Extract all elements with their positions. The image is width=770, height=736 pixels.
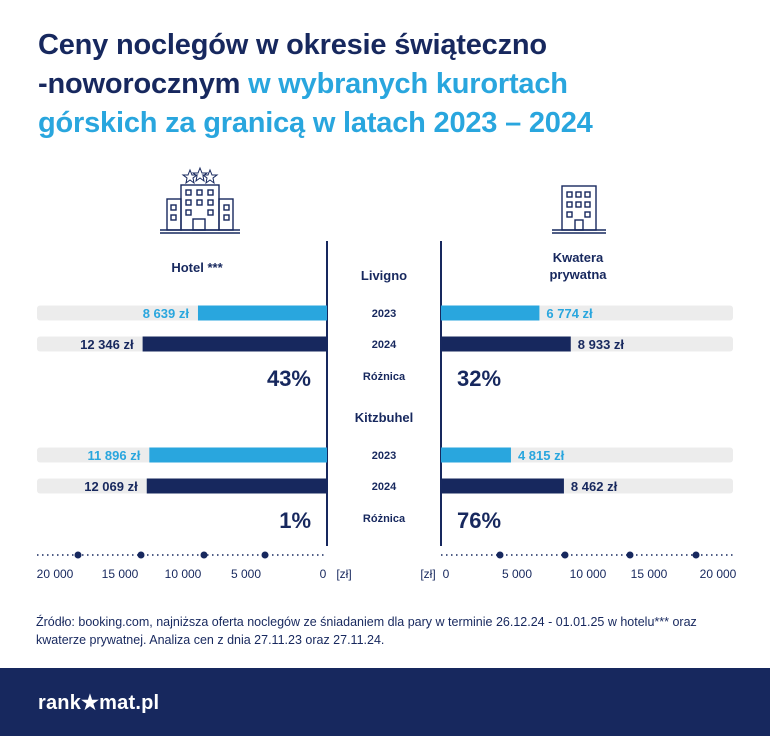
axis-left-tick-label: 15 000 xyxy=(102,567,139,581)
title-part-4: górskich za granicą w latach 2023 – 2024 xyxy=(38,107,593,139)
axis-right-unit: [zł] xyxy=(420,567,435,581)
kwatera-diff-kitzbuhel: 76% xyxy=(457,508,501,533)
axis-left-tick-label: 5 000 xyxy=(231,567,261,581)
group-name-kitzbuhel: Kitzbuhel xyxy=(355,410,414,425)
axis-tick-dot xyxy=(561,551,569,559)
hotel-diff-kitzbuhel: 1% xyxy=(279,508,311,533)
chart-title: Ceny noclegów w okresie świąteczno -nowo… xyxy=(38,26,738,143)
axis-tick-dot xyxy=(496,551,504,559)
apartment-building-icon xyxy=(552,185,606,234)
axis-tick-dot xyxy=(74,551,82,559)
bar-kwatera-2024 xyxy=(441,478,564,494)
left-header: Hotel *** xyxy=(171,260,223,275)
axis-left-tick-label: 0 xyxy=(320,567,327,581)
label-kwatera-2024: 8 933 zł xyxy=(578,337,625,352)
title-part-1: Ceny noclegów w okresie świąteczno xyxy=(38,29,547,61)
diff-label: Różnica xyxy=(363,371,406,383)
year-label-2023: 2023 xyxy=(372,308,396,320)
bar-hotel-2023 xyxy=(197,305,327,321)
bar-kwatera-2024 xyxy=(441,336,571,352)
axis-tick-dot xyxy=(137,551,145,559)
rankomat-logo: rank★mat.pl xyxy=(38,692,160,714)
bar-kwatera-2023 xyxy=(441,305,540,321)
kwatera-diff-livigno: 32% xyxy=(457,366,501,391)
axis-right-tick-label: 10 000 xyxy=(570,567,607,581)
label-kwatera-2023: 6 774 zł xyxy=(546,306,593,321)
bar-kwatera-2023 xyxy=(441,447,511,463)
title-part-2: -noworocznym xyxy=(38,68,241,100)
axis-right-tick-label: 15 000 xyxy=(631,567,668,581)
source-note: Źródło: booking.com, najniższa oferta no… xyxy=(36,615,697,647)
label-hotel-2023: 8 639 zł xyxy=(143,306,190,321)
group-name-livigno: Livigno xyxy=(361,268,407,283)
year-label-2024: 2024 xyxy=(372,481,397,493)
bar-hotel-2023 xyxy=(149,447,327,463)
bar-hotel-2024 xyxy=(142,336,327,352)
footer-bar: rank★mat.pl xyxy=(0,668,770,736)
axis-tick-dot xyxy=(261,551,269,559)
butterfly-chart: Hotel *** Kwatera prywatna Livigno 8 639 … xyxy=(37,166,737,581)
year-label-2024: 2024 xyxy=(372,339,397,351)
hotel-diff-livigno: 43% xyxy=(267,366,311,391)
right-header-line2: prywatna xyxy=(549,267,607,282)
title-part-3: w wybranych kurortach xyxy=(248,68,568,100)
axis-tick-dot xyxy=(692,551,700,559)
label-kwatera-2024: 8 462 zł xyxy=(571,479,618,494)
axis-right-tick-label: 5 000 xyxy=(502,567,532,581)
axis-tick-dot xyxy=(200,551,208,559)
right-header-line1: Kwatera xyxy=(553,250,604,265)
axis-right-tick-label: 0 xyxy=(443,567,450,581)
track-kwatera xyxy=(441,447,733,463)
label-hotel-2024: 12 069 zł xyxy=(84,479,138,494)
label-hotel-2023: 11 896 zł xyxy=(88,448,141,463)
bar-hotel-2024 xyxy=(146,478,327,494)
hotel-building-icon xyxy=(160,166,240,234)
axis-left-unit: [zł] xyxy=(336,567,351,581)
year-label-2023: 2023 xyxy=(372,450,396,462)
axis-left-tick-label: 20 000 xyxy=(37,567,74,581)
label-hotel-2024: 12 346 zł xyxy=(80,337,134,352)
axis-right-tick-label: 20 000 xyxy=(700,567,737,581)
label-kwatera-2023: 4 815 zł xyxy=(518,448,565,463)
axis-left-tick-label: 10 000 xyxy=(165,567,202,581)
axis-tick-dot xyxy=(626,551,634,559)
diff-label: Różnica xyxy=(363,513,406,525)
